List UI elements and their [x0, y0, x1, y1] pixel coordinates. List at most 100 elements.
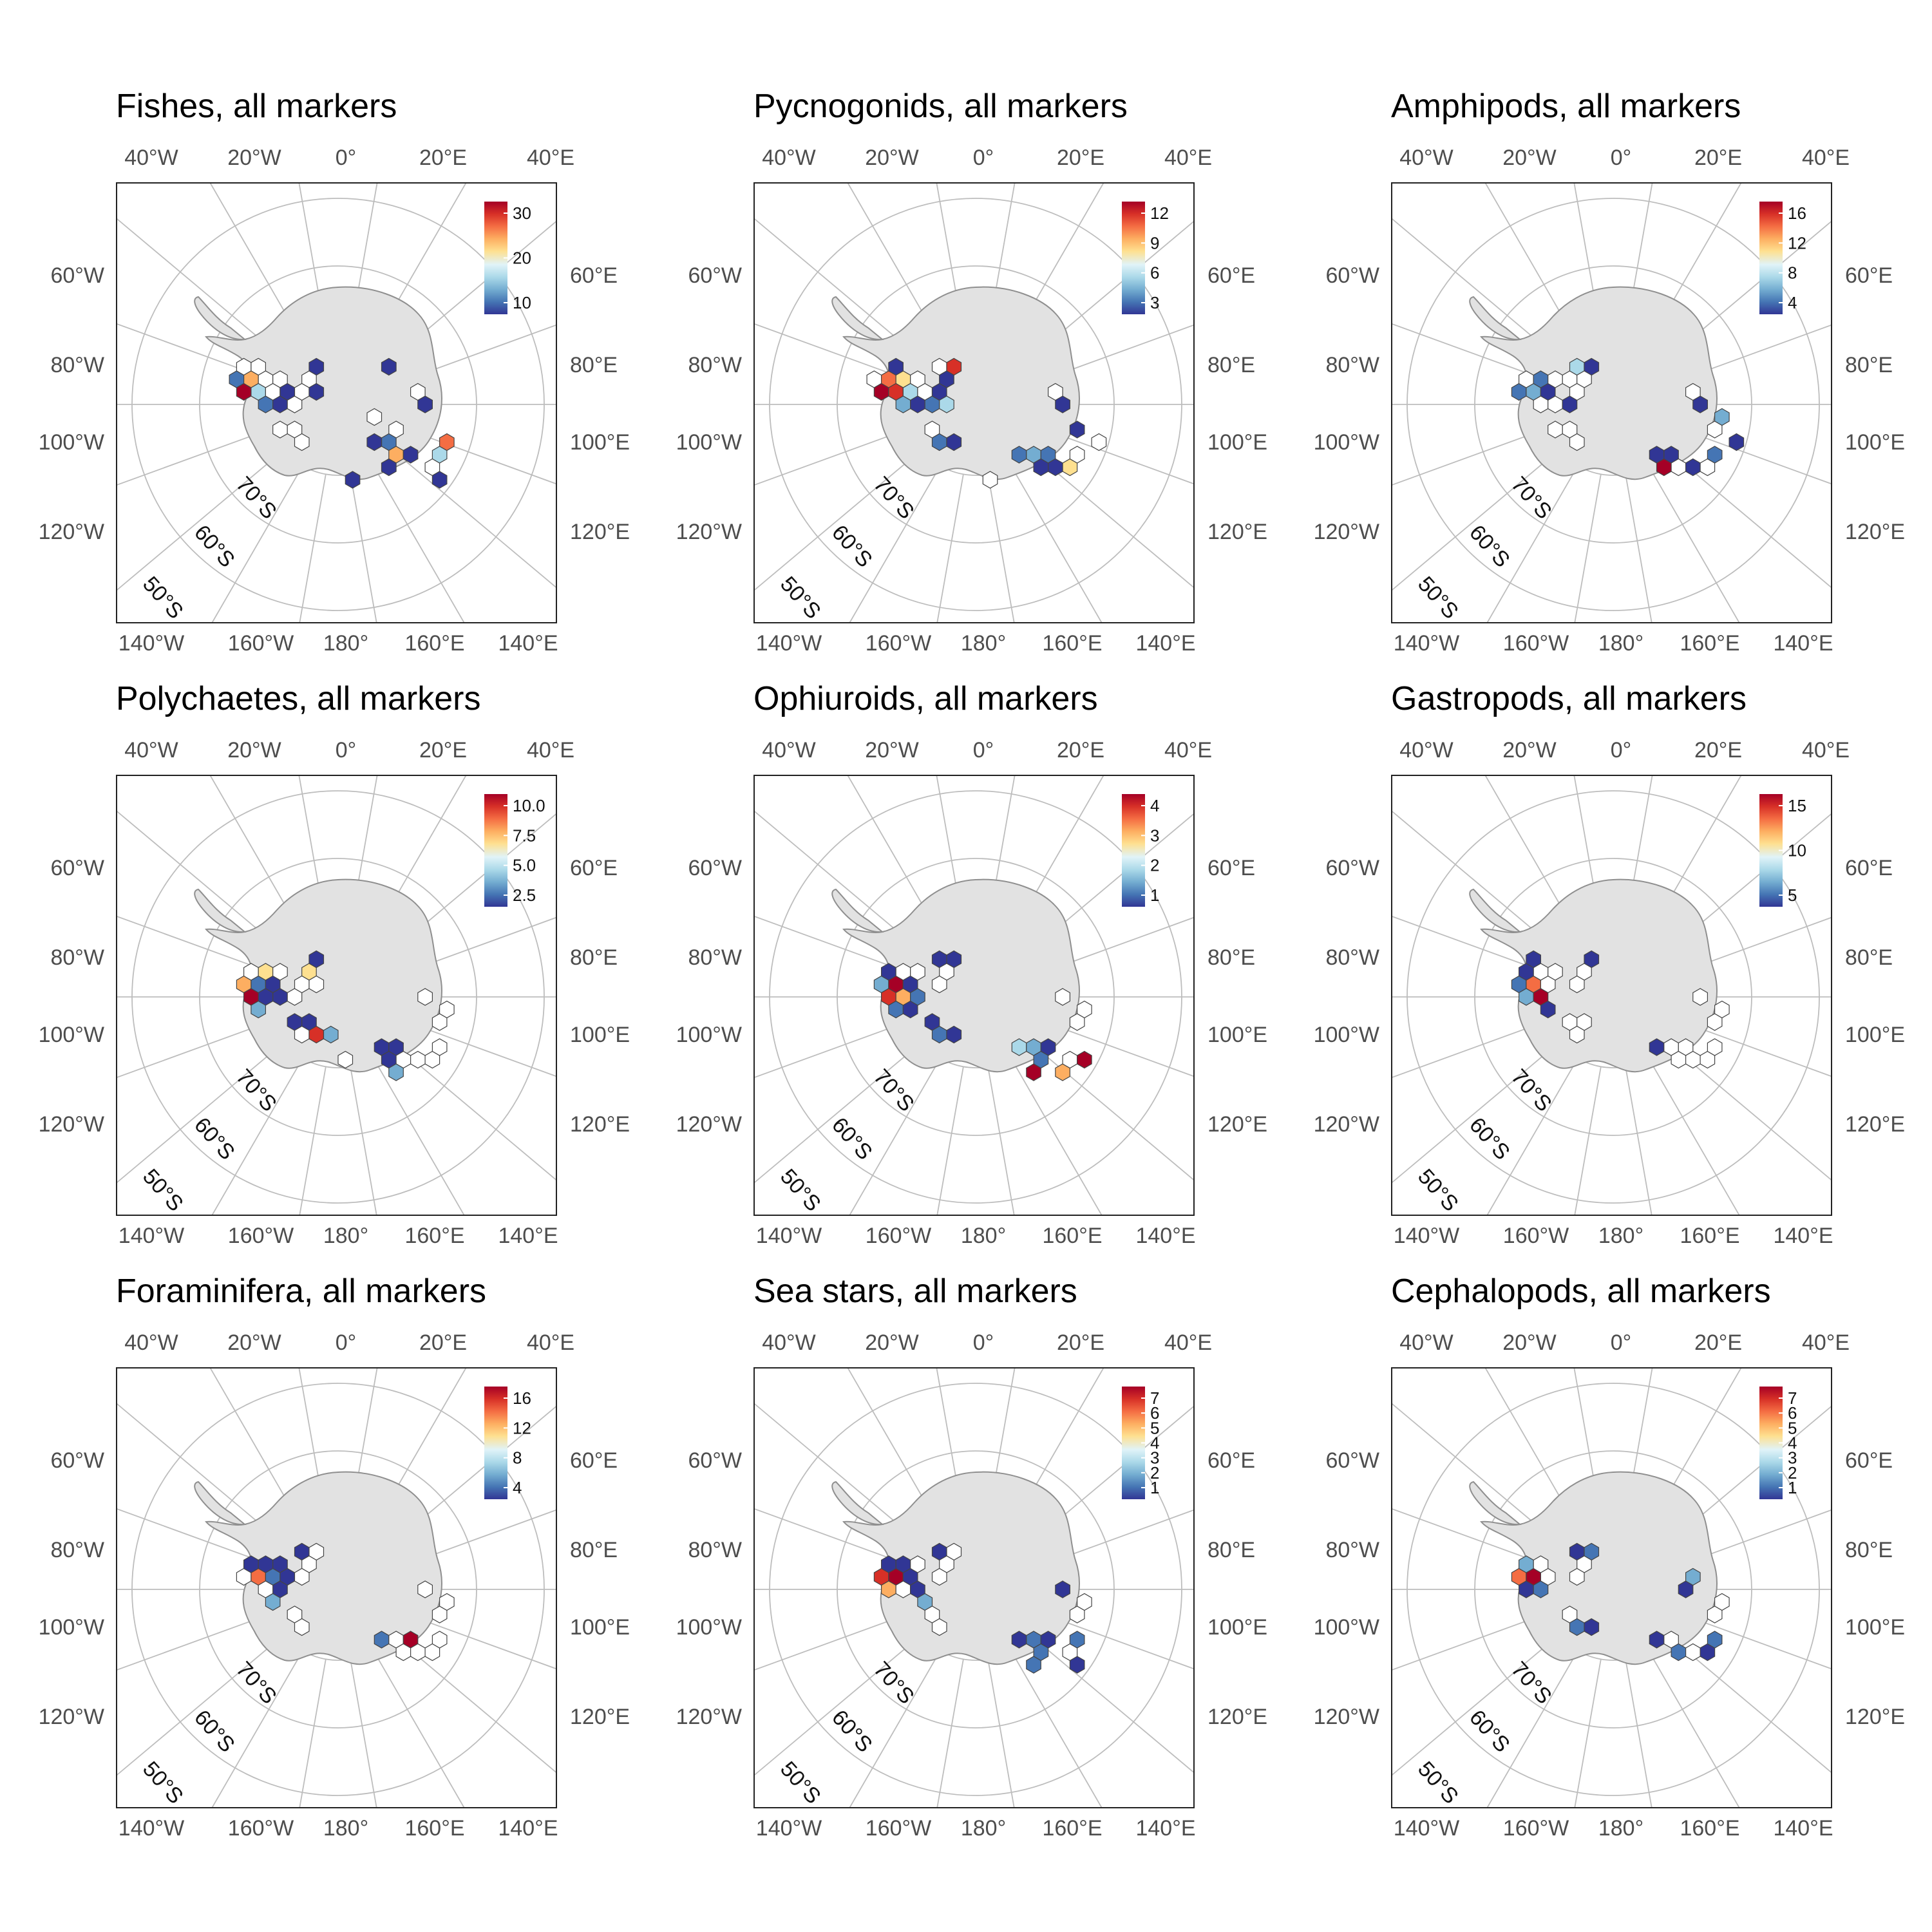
top-longitude-label: 20°E: [1056, 738, 1105, 762]
legend-tick-label: 5.0: [513, 856, 536, 875]
latitude-label: 60°S: [1464, 520, 1515, 572]
meridian-line: [1042, 1020, 1195, 1077]
meridian-line: [1680, 1020, 1832, 1077]
legend-tick-label: 3: [1150, 1448, 1159, 1468]
hex-cell: [1671, 1050, 1687, 1069]
left-longitude-label: 80°W: [688, 1538, 742, 1562]
meridian-line: [936, 182, 964, 335]
map-frame: [116, 775, 557, 1216]
legend-tick-label: 12: [513, 1418, 531, 1437]
hex-cell: [1033, 458, 1049, 477]
meridian-line: [1484, 1367, 1578, 1529]
meridian-line: [1010, 1367, 1105, 1529]
hex-cell: [345, 471, 361, 489]
meridian-line: [299, 1066, 327, 1216]
meridian-line: [1391, 450, 1560, 592]
hex-cell: [1548, 395, 1563, 413]
hex-cell: [439, 1000, 455, 1019]
hex-cell: [410, 1643, 426, 1662]
hex-cell: [1055, 988, 1070, 1006]
left-longitude-label: 80°W: [50, 945, 104, 970]
legend-tick-label: 16: [513, 1388, 531, 1408]
latitude-label: 60°S: [827, 1705, 877, 1757]
meridian-line: [392, 1042, 557, 1182]
bottom-longitude-label: 140°W: [755, 1816, 822, 1841]
meridian-line: [350, 1066, 377, 1216]
right-longitude-label: 80°E: [570, 353, 618, 377]
top-longitude-label: 40°W: [762, 146, 816, 170]
hex-cell: [1649, 1038, 1665, 1056]
meridian-line: [116, 1508, 272, 1566]
bottom-longitude-label: 160°E: [1680, 1816, 1740, 1841]
top-longitude-label: 20°W: [1502, 738, 1557, 762]
left-longitude-label: 100°W: [1313, 430, 1379, 455]
hex-cell: [439, 433, 455, 451]
meridian-line: [116, 810, 285, 952]
antarctic-peninsula: [1469, 888, 1522, 933]
latitude-label: 50°S: [138, 1757, 188, 1808]
meridian-line: [116, 428, 272, 486]
top-longitude-label: 20°W: [865, 146, 919, 170]
hex-cell: [323, 1025, 339, 1044]
bottom-longitude-label: 160°W: [227, 631, 294, 656]
left-longitude-label: 100°W: [1313, 1615, 1379, 1640]
hex-cell: [1685, 458, 1701, 477]
left-longitude-label: 60°W: [1325, 1448, 1379, 1473]
hex-cell: [294, 1618, 310, 1636]
left-longitude-label: 60°W: [1325, 263, 1379, 288]
hex-cell: [1069, 1631, 1085, 1649]
antarctica-landmass: [1480, 878, 1718, 1073]
top-longitude-label: 20°W: [227, 1331, 281, 1355]
antarctic-peninsula: [194, 888, 247, 933]
top-longitude-label: 40°E: [1801, 738, 1850, 762]
meridian-line: [209, 1367, 303, 1529]
right-longitude-label: 120°E: [1208, 520, 1268, 544]
antarctic-peninsula: [831, 296, 884, 341]
right-longitude-label: 60°E: [570, 856, 618, 880]
meridian-line: [1648, 465, 1741, 623]
bottom-longitude-label: 180°: [323, 1224, 369, 1248]
bottom-longitude-label: 160°E: [1680, 631, 1740, 656]
meridian-line: [211, 465, 303, 623]
right-longitude-label: 100°E: [570, 1615, 630, 1640]
left-longitude-label: 80°W: [50, 353, 104, 377]
top-longitude-label: 20°W: [1502, 1331, 1557, 1355]
right-longitude-label: 100°E: [1845, 430, 1906, 455]
hex-cell: [939, 395, 954, 413]
hex-cell: [439, 1593, 455, 1611]
meridian-line: [1042, 428, 1195, 485]
meridian-line: [116, 217, 285, 359]
meridian-line: [1391, 217, 1560, 359]
bottom-longitude-label: 180°: [960, 1816, 1007, 1841]
bottom-longitude-label: 140°E: [498, 1224, 558, 1248]
map-panel: Cephalopods, all markers 40°W 20°W 0° 20°E 40…: [1275, 1185, 1913, 1839]
hex-cell: [1548, 370, 1563, 388]
map-panel: Foraminifera, all markers 40°W 20°W 0° 20°E 4…: [0, 1185, 638, 1839]
hex-cell: [873, 383, 889, 401]
legend-tick-label: 6: [1788, 1403, 1797, 1423]
hex-cell: [1671, 1643, 1687, 1662]
legend-tick-label: 10.0: [513, 796, 545, 815]
top-longitude-label: 20°E: [1694, 738, 1743, 762]
hex-cell: [251, 1000, 266, 1019]
meridian-line: [848, 1650, 941, 1808]
legend-tick-label: 2: [1150, 1463, 1159, 1482]
meridian-line: [209, 775, 303, 936]
panel-title: Gastropods, all markers: [1391, 680, 1747, 717]
top-longitude-label: 40°E: [1164, 1331, 1213, 1355]
map-panel: Ophiuroids, all markers 40°W 20°W 0° 20°E 40°…: [638, 592, 1275, 1247]
latitude-label: 60°S: [189, 520, 240, 572]
meridian-line: [1667, 220, 1832, 359]
bottom-longitude-label: 140°E: [1135, 631, 1196, 656]
hex-cell: [931, 1618, 947, 1636]
meridian-line: [1486, 1650, 1578, 1808]
meridian-line: [1010, 1650, 1103, 1808]
meridian-line: [753, 428, 909, 486]
bottom-longitude-label: 140°E: [1773, 1224, 1833, 1248]
hex-cell: [1540, 1000, 1556, 1019]
map-frame: [753, 1367, 1195, 1808]
color-scale-bar: [484, 794, 507, 907]
bottom-longitude-label: 180°: [1598, 1816, 1644, 1841]
meridian-line: [1648, 775, 1743, 936]
